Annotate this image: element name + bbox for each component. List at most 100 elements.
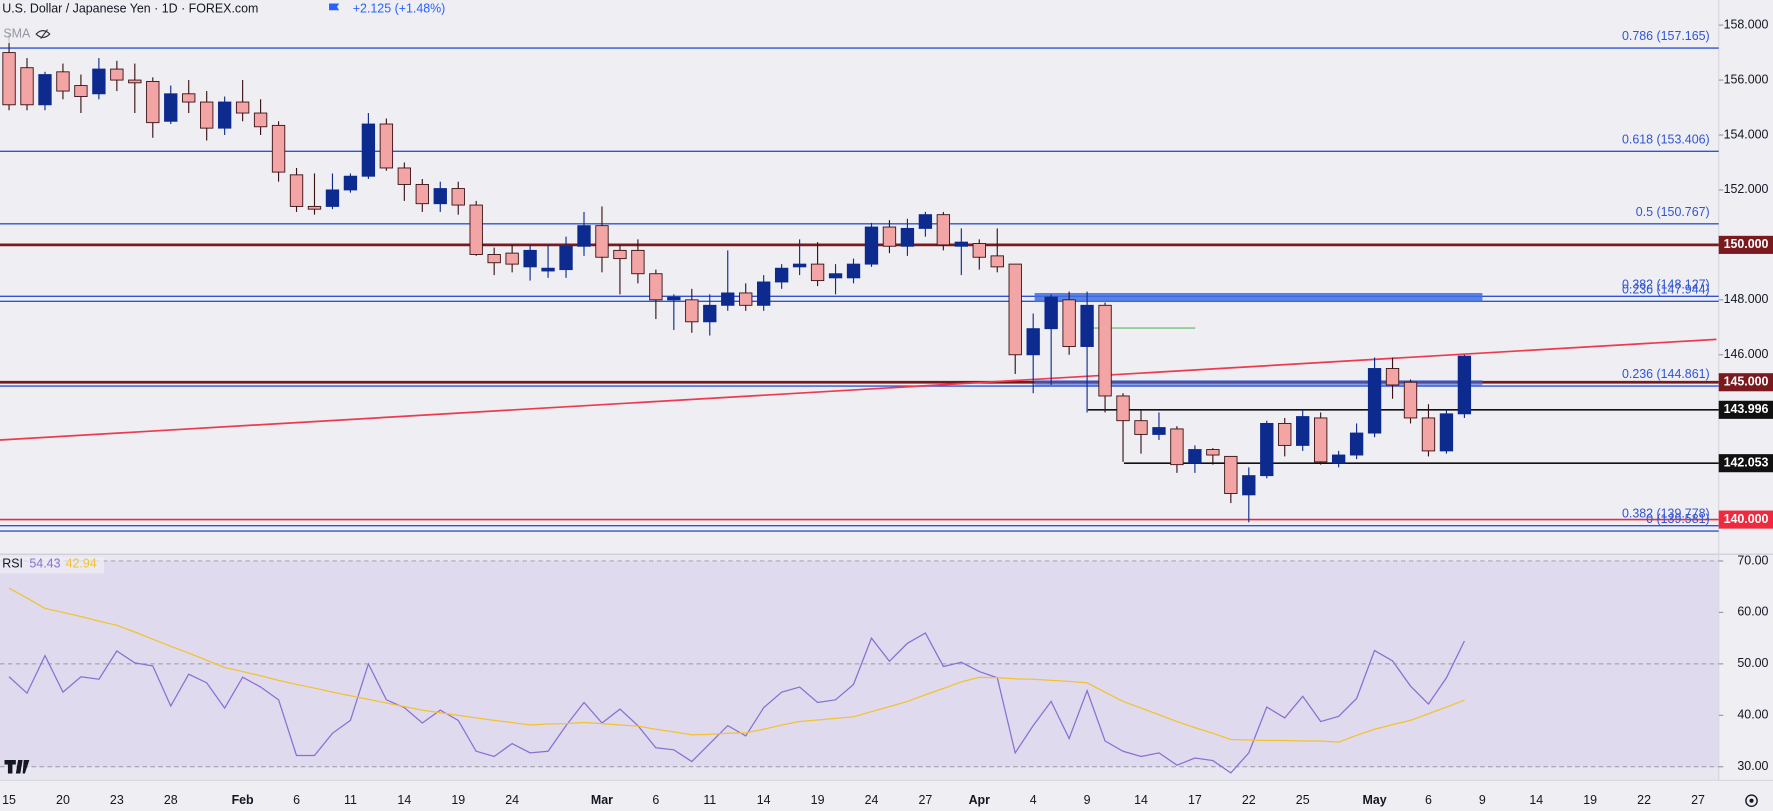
candle-body	[1385, 368, 1400, 386]
candle-body	[1439, 413, 1454, 452]
candle-body	[182, 93, 196, 103]
candle-body	[990, 255, 1004, 268]
candle-body	[721, 292, 735, 306]
candle-body	[846, 263, 861, 279]
candle-body	[271, 124, 286, 173]
candle-body	[918, 214, 933, 229]
candle-body	[379, 123, 394, 169]
candle-body	[505, 252, 519, 265]
x-tick-label: 11	[703, 793, 716, 807]
candle-body	[217, 101, 232, 129]
y-tick-label: 146.000	[1724, 347, 1769, 361]
x-tick-label: 24	[505, 793, 519, 807]
candle-body	[1421, 417, 1436, 452]
y-tick-label: 30.00	[1737, 759, 1768, 773]
price-tag	[1718, 454, 1773, 473]
rsi-label: RSI	[2, 557, 23, 571]
eye-icon[interactable]	[35, 29, 51, 39]
candle-body	[110, 68, 124, 81]
price-tag-label: 145.000	[1724, 375, 1769, 389]
fib-label: 0.5 (150.767)	[1636, 205, 1710, 219]
candle-body	[307, 205, 322, 210]
x-tick-label: 4	[1030, 793, 1037, 807]
candle-body	[1313, 417, 1328, 463]
candle-body	[972, 243, 986, 258]
candle-body	[1188, 449, 1202, 464]
x-tick-label: 11	[344, 793, 357, 807]
rsi-legend-value: 42.94	[66, 557, 97, 571]
candle-body	[541, 267, 555, 272]
x-tick-label: Apr	[969, 793, 991, 807]
candle-body	[1224, 455, 1238, 494]
legend-bg	[0, 0, 453, 20]
candle-body	[1331, 454, 1346, 464]
price-tag-label: 143.996	[1724, 402, 1769, 416]
rsi-legend-bg	[0, 556, 105, 574]
fib-label: 0.382 (139.778)	[1622, 507, 1710, 521]
x-tick-label: 22	[1242, 793, 1256, 807]
indicator-bg	[0, 25, 59, 44]
x-tick-label: Mar	[591, 793, 613, 807]
fib-label: 0.236 (144.861)	[1622, 367, 1710, 381]
candle-body	[757, 281, 771, 306]
x-tick-label: 23	[110, 793, 124, 807]
candle-body	[828, 273, 843, 279]
indicator-label: SMA	[3, 26, 31, 40]
candle-body	[128, 79, 142, 84]
candle-body	[200, 101, 214, 129]
candle-body	[559, 245, 573, 271]
candle-body	[936, 214, 951, 246]
rsi-line	[8, 587, 1465, 743]
logo	[4, 759, 30, 774]
candle-body	[92, 68, 106, 95]
candle-body	[361, 123, 376, 177]
zone	[1034, 380, 1483, 386]
candle-body	[469, 204, 483, 255]
candle-body	[487, 254, 501, 264]
plot-layer	[0, 24, 1724, 774]
candle-body	[1062, 299, 1076, 347]
x-tick-label: Feb	[232, 793, 254, 807]
x-tick-label: 17	[1188, 793, 1202, 807]
candle-body	[415, 183, 429, 205]
y-tick-label: 70.00	[1737, 553, 1768, 567]
candle-body	[900, 227, 915, 247]
candle-body	[685, 299, 699, 323]
candle-body	[343, 175, 358, 191]
candle-body	[289, 174, 304, 207]
candle-body	[810, 263, 825, 282]
price-change: +2.125 (+1.48%)	[353, 1, 446, 15]
fib-label: 0.236 (147.944)	[1622, 282, 1710, 296]
price-tag	[1718, 400, 1773, 419]
x-tick-label: 19	[1583, 793, 1597, 807]
candle-body	[649, 273, 663, 301]
y-tick-label: 60.00	[1737, 605, 1768, 619]
price-tag-label: 142.053	[1724, 455, 1769, 469]
candle-body	[667, 296, 681, 301]
candle-body	[451, 188, 465, 206]
y-tick-label: 154.000	[1724, 127, 1769, 141]
y-tick-label: 156.000	[1724, 72, 1769, 86]
x-tick-label: 14	[757, 793, 771, 807]
candle-body	[577, 225, 591, 247]
candle-body	[397, 167, 412, 185]
y-tick-label: 40.00	[1737, 708, 1768, 722]
x-tick-label: 19	[451, 793, 465, 807]
x-tick-label: 27	[918, 793, 932, 807]
settings-icon-center	[1749, 798, 1754, 803]
candle-body	[325, 189, 340, 207]
fib-label: 0.786 (157.165)	[1622, 29, 1710, 43]
x-tick-label: 14	[1134, 793, 1148, 807]
x-tick-label: 25	[1296, 793, 1310, 807]
x-tick-label: 6	[293, 793, 300, 807]
candle-body	[882, 226, 897, 247]
candle-body	[1242, 475, 1256, 496]
candle-body	[703, 304, 717, 323]
candle-body	[1026, 328, 1040, 356]
zone	[1034, 292, 1483, 303]
flag-icon	[329, 3, 340, 11]
x-tick-label: 22	[1637, 793, 1651, 807]
settings-icon[interactable]	[1745, 794, 1758, 808]
y-tick-label: 152.000	[1724, 182, 1769, 196]
